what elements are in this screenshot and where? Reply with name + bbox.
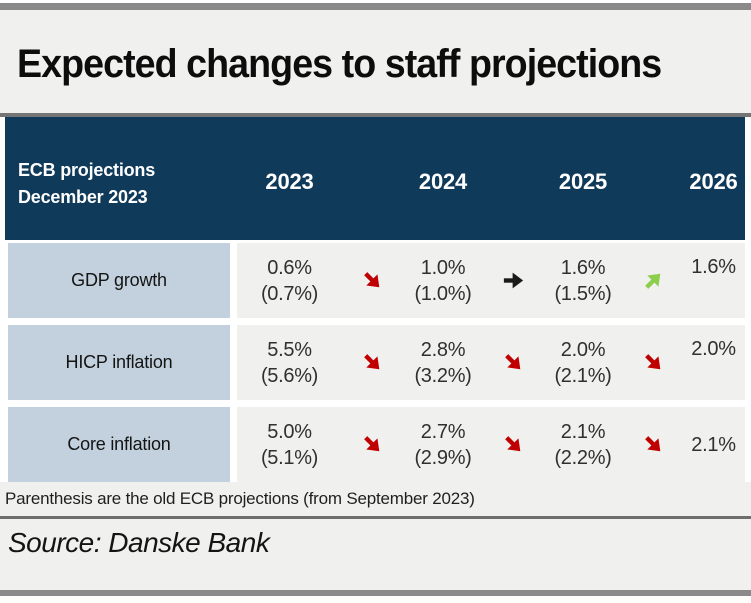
header-year-2024: 2024 bbox=[418, 168, 468, 194]
new-value: 2.7% bbox=[420, 420, 466, 443]
arrow-down-right-icon bbox=[638, 348, 668, 378]
new-value: 5.5% bbox=[267, 338, 312, 361]
arrow-cell bbox=[342, 325, 402, 400]
row-label: HICP inflation bbox=[8, 325, 230, 400]
new-value: 2.1% bbox=[560, 420, 606, 443]
corner-label: ECB projections December 2023 bbox=[5, 147, 237, 211]
source-section: Source: Danske Bank bbox=[0, 519, 751, 590]
footnote-text: Parenthesis are the old ECB projections … bbox=[5, 489, 475, 508]
value-cell-2023: 0.6% (0.7%) bbox=[237, 243, 342, 318]
table-row-core-inflation: Core inflation 5.0% (5.1%) 2.7% (2.9%) bbox=[5, 407, 745, 482]
new-value: 5.0% bbox=[267, 420, 312, 443]
footnote-section: Parenthesis are the old ECB projections … bbox=[0, 482, 751, 516]
arrow-down-right-icon bbox=[498, 430, 528, 460]
arrow-down-right-icon bbox=[357, 348, 387, 378]
value-cell-2026: 2.0% bbox=[682, 325, 745, 400]
arrow-cell bbox=[484, 407, 542, 482]
value-cell-2026: 2.1% bbox=[682, 407, 745, 482]
new-value: 0.6% bbox=[267, 256, 312, 279]
value-cell-2023: 5.0% (5.1%) bbox=[237, 407, 342, 482]
corner-label-line1: ECB projections bbox=[18, 159, 156, 180]
value-cell-2024: 2.8% (3.2%) bbox=[402, 325, 484, 400]
old-value: (2.2%) bbox=[554, 446, 612, 469]
old-value: (2.9%) bbox=[414, 446, 472, 469]
new-value: 2.8% bbox=[420, 338, 466, 361]
arrow-cell bbox=[342, 407, 402, 482]
arrow-cell bbox=[624, 325, 682, 400]
old-value: (5.1%) bbox=[260, 446, 319, 469]
row-label: Core inflation bbox=[8, 407, 230, 482]
arrow-down-right-icon bbox=[357, 266, 387, 296]
value-cell-2025: 1.6% (1.5%) bbox=[542, 243, 624, 318]
old-value: (5.6%) bbox=[260, 364, 319, 387]
value-cell-2024: 2.7% (2.9%) bbox=[402, 407, 484, 482]
title-section: Expected changes to staff projections bbox=[0, 10, 751, 113]
page-title: Expected changes to staff projections bbox=[17, 42, 662, 86]
value-cell-2023: 5.5% (5.6%) bbox=[237, 325, 342, 400]
table-header: ECB projections December 2023 2023 2024 … bbox=[5, 117, 745, 240]
new-value: 2.0% bbox=[560, 338, 606, 361]
corner-label-line2: December 2023 bbox=[18, 186, 148, 207]
figure-expected-changes: Expected changes to staff projections EC… bbox=[0, 3, 751, 603]
arrow-down-right-icon bbox=[498, 348, 528, 378]
row-label: GDP growth bbox=[8, 243, 230, 318]
value-cell-2025: 2.1% (2.2%) bbox=[542, 407, 624, 482]
old-value: (0.7%) bbox=[260, 282, 319, 305]
new-value: 2.1% bbox=[691, 433, 736, 456]
arrow-cell bbox=[484, 325, 542, 400]
arrow-down-right-icon bbox=[357, 430, 387, 460]
arrow-cell bbox=[342, 243, 402, 318]
value-cell-2026: 1.6% bbox=[682, 243, 745, 318]
source-text: Source: Danske Bank bbox=[8, 527, 270, 558]
new-value: 1.6% bbox=[560, 256, 606, 279]
header-divider bbox=[0, 113, 751, 117]
top-border-bar bbox=[0, 3, 751, 10]
old-value: (1.5%) bbox=[554, 282, 612, 305]
arrow-cell bbox=[624, 407, 682, 482]
arrow-cell bbox=[624, 243, 682, 318]
footnote-divider bbox=[0, 516, 751, 519]
header-year-2025: 2025 bbox=[558, 168, 608, 194]
table-row-gdp-growth: GDP growth 0.6% (0.7%) 1.0% (1.0%) 1.6% bbox=[5, 243, 745, 318]
arrow-down-right-icon bbox=[638, 430, 668, 460]
new-value: 1.6% bbox=[691, 256, 736, 278]
arrow-cell bbox=[484, 243, 542, 318]
header-year-2023: 2023 bbox=[265, 168, 314, 194]
value-cell-2024: 1.0% (1.0%) bbox=[402, 243, 484, 318]
old-value: (2.1%) bbox=[554, 364, 612, 387]
value-cell-2025: 2.0% (2.1%) bbox=[542, 325, 624, 400]
bottom-border-bar bbox=[0, 590, 751, 596]
old-value: (3.2%) bbox=[414, 364, 472, 387]
old-value: (1.0%) bbox=[414, 282, 472, 305]
arrow-up-right-icon bbox=[638, 266, 668, 296]
new-value: 2.0% bbox=[691, 338, 736, 360]
arrow-right-icon bbox=[503, 270, 524, 291]
header-year-2026: 2026 bbox=[689, 168, 738, 194]
table-row-hicp-inflation: HICP inflation 5.5% (5.6%) 2.8% (3.2%) bbox=[5, 325, 745, 400]
table-body: GDP growth 0.6% (0.7%) 1.0% (1.0%) 1.6% bbox=[0, 240, 751, 482]
new-value: 1.0% bbox=[420, 256, 466, 279]
